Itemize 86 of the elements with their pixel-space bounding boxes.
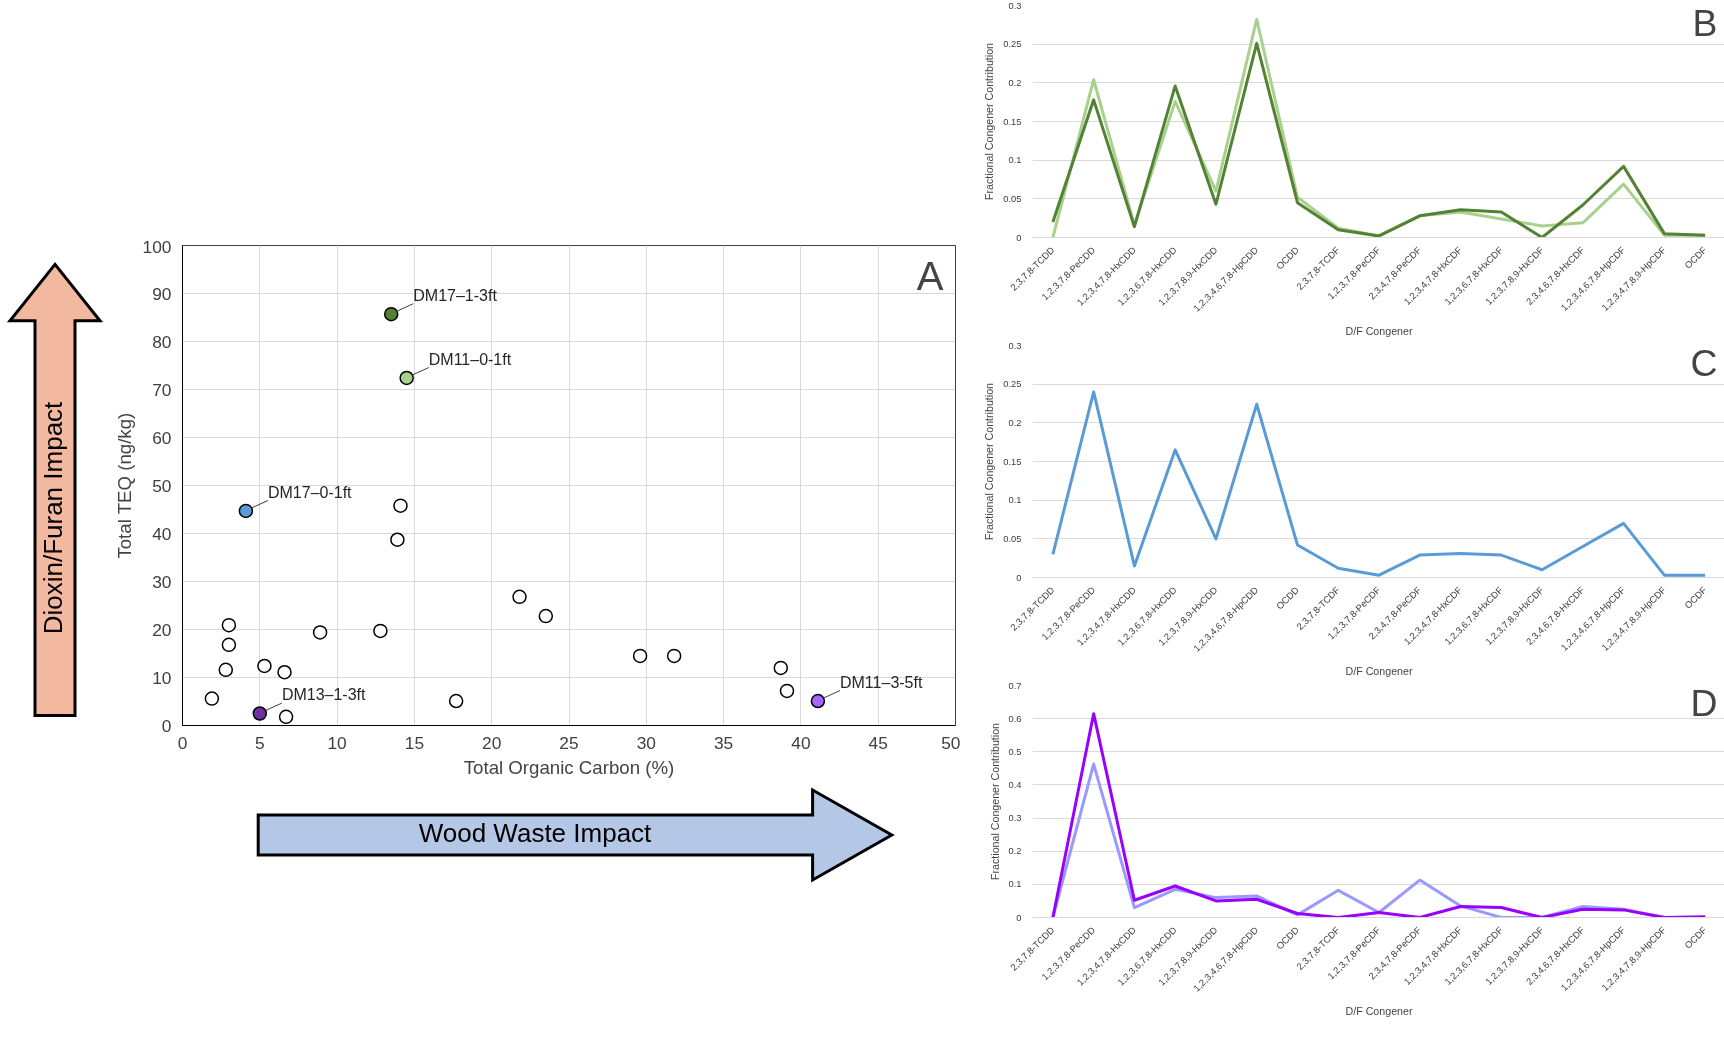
x-tick-label: 10	[327, 732, 347, 753]
point	[810, 693, 826, 709]
point	[312, 625, 328, 640]
y-tick-label: 0.3	[1008, 0, 1022, 11]
x-axis-title: D/F Congener	[1345, 325, 1413, 338]
y-tick-label: 10	[152, 667, 172, 688]
point	[252, 706, 268, 721]
y-tick-label: 0.4	[1008, 779, 1022, 790]
x-tick-label: 35	[713, 732, 734, 753]
y-tick-label: 0.2	[1008, 417, 1022, 428]
y-tick-label: 50	[152, 475, 172, 496]
point	[218, 662, 234, 678]
point	[390, 532, 405, 547]
point	[238, 503, 254, 519]
annotation: DM17–1-3ft	[413, 286, 498, 304]
chart-title: C	[1690, 341, 1718, 384]
chart-title: A	[916, 253, 944, 298]
y-tick-label: 0.05	[1003, 533, 1022, 544]
x-tick-label: 0	[177, 732, 188, 753]
point	[383, 306, 399, 322]
line-series	[1051, 390, 1707, 577]
point	[278, 709, 294, 725]
y-tick-label: 0	[161, 715, 172, 736]
point	[666, 648, 682, 664]
point	[221, 637, 237, 653]
text: Wood Waste Impact	[418, 817, 653, 848]
y-axis-title: Fractional Congener Contribution	[983, 382, 996, 540]
point	[257, 658, 272, 674]
text: Dioxin/Furan Impact	[37, 400, 68, 635]
y-tick-label: 0.2	[1008, 846, 1022, 857]
annotation: DM13–1-3ft	[281, 686, 367, 704]
x-tick-label: 40	[791, 732, 811, 753]
y-tick-label: 0.1	[1008, 155, 1022, 166]
x-tick-label: 5	[254, 732, 265, 753]
y-tick-label: 0	[1016, 232, 1022, 243]
point	[632, 648, 648, 664]
y-tick-label: 0.3	[1008, 340, 1022, 351]
y-tick-label: 90	[152, 283, 172, 304]
point	[221, 617, 237, 633]
point	[512, 589, 527, 605]
x-axis-title: Total Organic Carbon (%)	[463, 756, 675, 778]
y-tick-label: 80	[152, 331, 172, 352]
annotation: DM17–0-1ft	[267, 483, 353, 501]
point	[779, 683, 795, 699]
x-tick-label: 50	[941, 732, 961, 753]
y-axis-title: Fractional Congener Contribution	[988, 722, 1001, 880]
y-tick-label: 0.15	[1003, 456, 1022, 467]
y-tick-label: 0.3	[1008, 813, 1022, 824]
y-axis-title: Total TEQ (ng/kg)	[113, 412, 135, 559]
annotation: DM11–3-5ft	[839, 673, 923, 691]
x-axis-title: D/F Congener	[1345, 665, 1413, 678]
x-tick-label: 20	[482, 732, 502, 753]
point	[373, 623, 388, 639]
y-tick-label: 70	[152, 379, 172, 400]
y-tick-label: 0.1	[1008, 495, 1022, 506]
y-tick-label: 40	[152, 523, 172, 544]
annotation: DM11–0-1ft	[428, 350, 512, 368]
chart-title: B	[1692, 1, 1718, 44]
point	[204, 691, 220, 706]
x-tick-label: 45	[868, 732, 888, 753]
x-tick-label: 25	[559, 732, 579, 753]
y-tick-label: 100	[142, 236, 172, 257]
y-tick-label: 0.25	[1003, 39, 1022, 50]
point	[538, 608, 554, 624]
y-tick-label: 0.6	[1008, 713, 1022, 724]
y-tick-label: 0.15	[1003, 116, 1022, 127]
point	[393, 498, 408, 513]
x-tick-label: 15	[404, 732, 425, 753]
y-tick-label: 0.5	[1008, 746, 1022, 757]
point	[773, 660, 789, 676]
y-tick-label: 0.2	[1008, 77, 1022, 88]
y-tick-label: 60	[152, 427, 172, 448]
y-tick-label: 0.7	[1008, 680, 1022, 691]
point	[277, 664, 292, 680]
y-tick-label: 0.1	[1008, 879, 1022, 890]
y-tick-label: 30	[152, 571, 172, 592]
y-tick-label: 0.25	[1003, 379, 1022, 390]
x-tick-label: 30	[636, 732, 656, 753]
y-tick-label: 0.05	[1003, 193, 1022, 204]
y-tick-label: 0	[1016, 912, 1022, 923]
point	[399, 370, 414, 386]
x-axis-title: D/F Congener	[1345, 1005, 1413, 1018]
y-tick-label: 0	[1016, 572, 1022, 583]
chart-title: D	[1690, 681, 1718, 724]
y-axis-title: Fractional Congener Contribution	[983, 42, 996, 200]
point	[448, 693, 464, 709]
